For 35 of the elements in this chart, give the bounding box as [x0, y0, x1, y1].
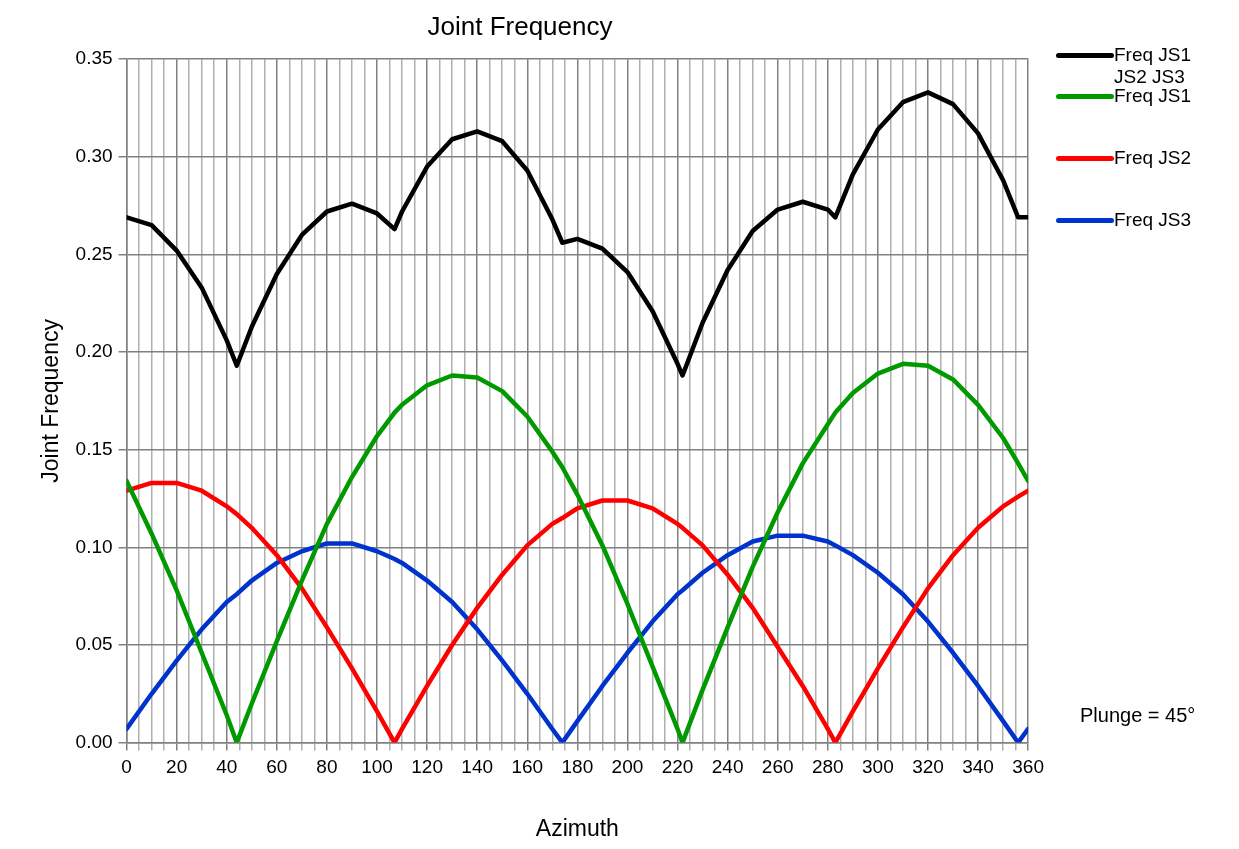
legend-label: Freq JS1 — [1114, 85, 1193, 107]
x-tick-label: 260 — [761, 756, 794, 778]
y-tick-label: 0.35 — [75, 47, 113, 69]
legend-label: Freq JS2 — [1114, 147, 1193, 169]
y-axis-title: Joint Frequency — [37, 318, 64, 483]
x-tick-label: 160 — [511, 756, 544, 778]
y-tick-label: 0.00 — [75, 730, 113, 752]
x-tick-label: 80 — [316, 756, 338, 778]
x-tick-label: 20 — [166, 756, 188, 778]
x-tick-label: 200 — [611, 756, 644, 778]
y-tick-label: 0.10 — [75, 535, 113, 557]
x-tick-label: 320 — [912, 756, 944, 778]
y-tick-label: 0.25 — [75, 242, 113, 264]
x-tick-label: 40 — [216, 756, 238, 778]
x-tick-label: 300 — [862, 756, 894, 778]
x-tick-label: 0 — [121, 756, 132, 778]
y-tick-label: 0.20 — [75, 340, 113, 362]
y-tick-label: 0.15 — [75, 437, 113, 459]
x-tick-label: 120 — [411, 756, 443, 778]
legend-label: Freq JS1 JS2 JS3 — [1114, 44, 1193, 88]
y-tick-label: 0.30 — [75, 145, 113, 167]
x-tick-label: 100 — [361, 756, 393, 778]
x-tick-label: 220 — [661, 756, 694, 778]
x-tick-label: 140 — [461, 756, 494, 778]
chart-title: Joint Frequency — [427, 10, 613, 41]
x-tick-label: 360 — [1012, 756, 1044, 778]
x-tick-label: 180 — [561, 756, 594, 778]
x-tick-label: 340 — [962, 756, 994, 778]
y-tick-label: 0.05 — [75, 633, 113, 655]
x-tick-label: 60 — [266, 756, 288, 778]
x-tick-label: 280 — [811, 756, 844, 778]
x-tick-label: 240 — [711, 756, 744, 778]
text: Plunge = 45° — [1080, 704, 1196, 727]
legend-label: Freq JS3 — [1114, 209, 1193, 231]
x-axis-title: Azimuth — [535, 814, 619, 841]
